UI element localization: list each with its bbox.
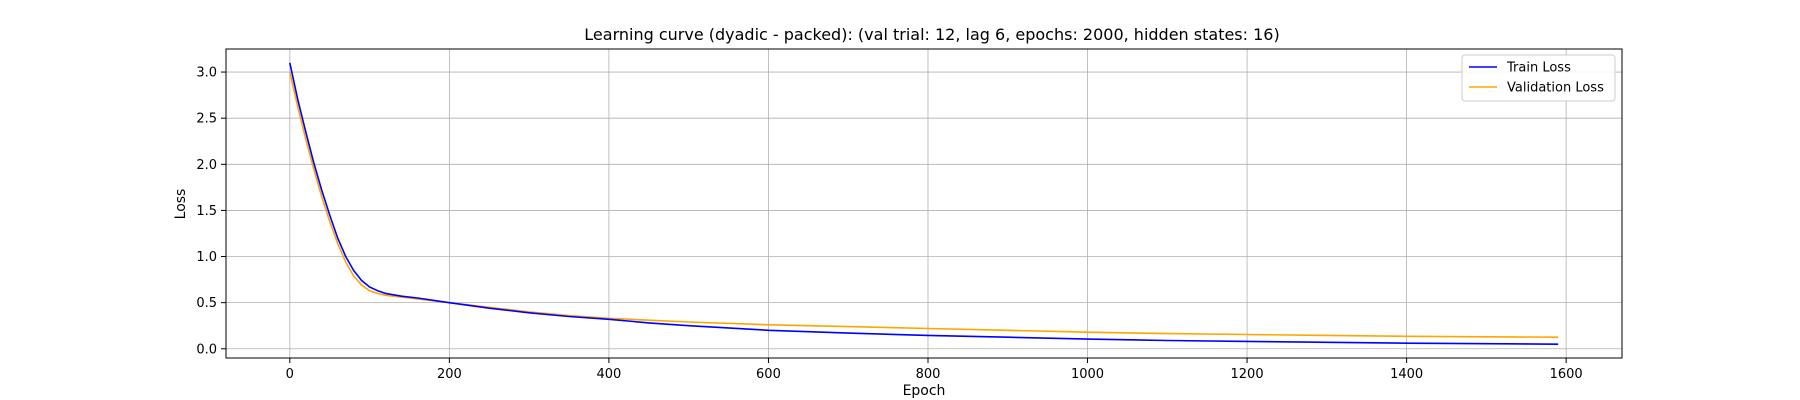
x-tick-label: 600 xyxy=(756,367,781,382)
y-axis-ticks: 0.0 0.5 1.0 1.5 2.0 2.5 3.0 xyxy=(196,66,226,357)
x-tick-label: 1400 xyxy=(1390,367,1423,382)
x-tick-label: 0 xyxy=(286,367,294,382)
y-tick-label: 3.0 xyxy=(196,66,217,81)
series-lines xyxy=(289,62,1559,345)
y-tick-label: 0.0 xyxy=(196,342,217,357)
y-axis-label: Loss xyxy=(173,189,189,220)
y-tick-label: 1.0 xyxy=(196,250,217,265)
x-tick-label: 200 xyxy=(437,367,462,382)
legend-box xyxy=(1461,54,1616,102)
x-tick-label: 800 xyxy=(916,367,941,382)
plot-frame xyxy=(225,48,1623,359)
legend-label: Train Loss xyxy=(1506,61,1571,76)
x-tick-label: 400 xyxy=(596,367,621,382)
x-tick-label: 1000 xyxy=(1071,367,1104,382)
x-axis-ticks: 0 200 400 600 800 1000 1200 1400 1600 xyxy=(286,358,1583,382)
y-tick-label: 1.5 xyxy=(196,204,217,219)
y-tick-label: 0.5 xyxy=(196,296,217,311)
y-tick-label: 2.5 xyxy=(196,112,217,127)
x-tick-label: 1600 xyxy=(1550,367,1583,382)
legend-label: Validation Loss xyxy=(1507,81,1604,96)
y-tick-label: 2.0 xyxy=(196,158,217,173)
chart-title: Learning curve (dyadic - packed): (val t… xyxy=(584,25,1279,44)
series-line-train-loss xyxy=(289,62,1559,345)
x-axis-label: Epoch xyxy=(903,383,946,399)
series-line-validation-loss xyxy=(289,71,1559,338)
x-tick-label: 1200 xyxy=(1231,367,1264,382)
legend: Train Loss Validation Loss xyxy=(1461,54,1616,102)
